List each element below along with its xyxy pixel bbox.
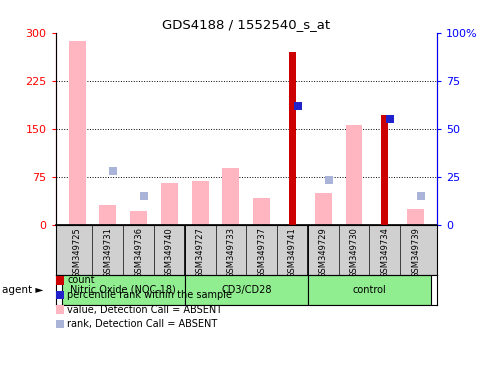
Text: count: count	[67, 275, 95, 285]
Text: GSM349736: GSM349736	[134, 227, 143, 278]
Bar	[62, 275, 185, 305]
Text: GSM349729: GSM349729	[319, 227, 328, 278]
Text: percentile rank within the sample: percentile rank within the sample	[67, 290, 232, 300]
Text: agent ►: agent ►	[2, 285, 44, 295]
Text: GSM349725: GSM349725	[72, 227, 82, 278]
Bar	[345, 126, 363, 225]
Bar	[223, 168, 240, 225]
Text: rank, Detection Call = ABSENT: rank, Detection Call = ABSENT	[67, 319, 217, 329]
Bar	[161, 183, 178, 225]
Bar	[289, 52, 296, 225]
Bar	[315, 193, 332, 225]
Text: GSM349737: GSM349737	[257, 227, 266, 278]
Point	[386, 116, 394, 122]
Bar	[253, 198, 270, 225]
Text: GSM349733: GSM349733	[227, 227, 235, 278]
Point	[110, 168, 117, 174]
Text: GSM349734: GSM349734	[380, 227, 389, 278]
Point	[325, 177, 333, 184]
Text: GSM349741: GSM349741	[288, 227, 297, 278]
Text: GSM349740: GSM349740	[165, 227, 174, 278]
Title: GDS4188 / 1552540_s_at: GDS4188 / 1552540_s_at	[162, 18, 330, 31]
Point	[417, 193, 425, 199]
Text: GSM349730: GSM349730	[350, 227, 358, 278]
Bar	[69, 41, 85, 225]
Point	[294, 103, 302, 109]
Bar	[308, 275, 431, 305]
Text: GSM349727: GSM349727	[196, 227, 205, 278]
Bar	[382, 114, 388, 225]
Text: CD3/CD28: CD3/CD28	[221, 285, 271, 295]
Bar	[99, 205, 116, 225]
Bar	[192, 181, 209, 225]
Bar	[130, 210, 147, 225]
Point	[140, 193, 148, 199]
Text: GSM349731: GSM349731	[103, 227, 113, 278]
Text: Nitric Oxide (NOC-18): Nitric Oxide (NOC-18)	[71, 285, 176, 295]
Text: value, Detection Call = ABSENT: value, Detection Call = ABSENT	[67, 305, 222, 314]
Text: GSM349739: GSM349739	[411, 227, 420, 278]
Bar	[407, 209, 424, 225]
Text: control: control	[353, 285, 386, 295]
Bar	[185, 275, 308, 305]
